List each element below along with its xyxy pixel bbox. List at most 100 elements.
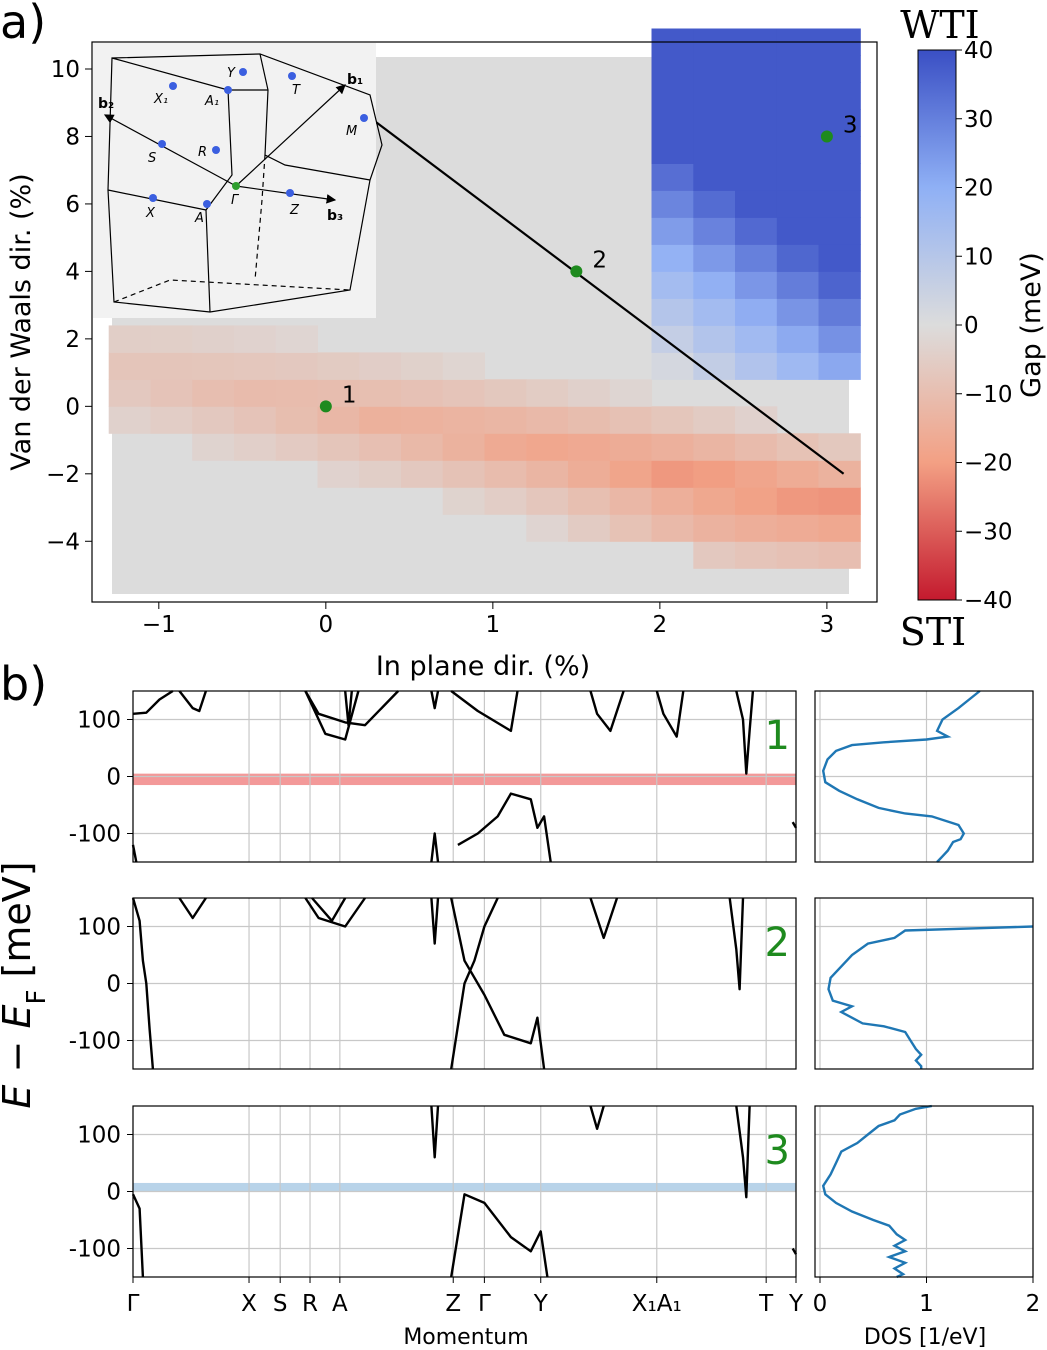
heatmap-cell	[651, 190, 694, 218]
heatmap-cell	[234, 433, 277, 461]
band-line	[735, 690, 755, 775]
heatmap-ytick-label: 2	[65, 327, 80, 353]
heatmap-xtick-label: 1	[486, 612, 501, 638]
bz-point-A1	[224, 86, 232, 94]
heatmap-cell	[651, 244, 694, 272]
dos-line	[827, 925, 1034, 1069]
heatmap-cell	[651, 163, 694, 191]
band-line	[450, 1193, 549, 1278]
heatmap-cell	[651, 433, 694, 461]
heatmap-cell	[359, 379, 402, 407]
heatmap-cell	[359, 460, 402, 488]
heatmap-cell	[317, 460, 360, 488]
heatmap-cell	[818, 190, 861, 218]
heatmap-cell	[818, 298, 861, 326]
heatmap-cell	[818, 433, 861, 461]
band-line	[450, 897, 499, 1070]
heatmap-cell	[234, 352, 277, 380]
heatmap-cell	[442, 406, 485, 434]
bz-label-X: X	[145, 206, 156, 221]
band-panel-number: 1	[765, 713, 790, 759]
band-panel-number: 3	[765, 1128, 790, 1174]
heatmap-cell	[275, 379, 318, 407]
band-line	[304, 690, 400, 727]
heatmap-cell	[359, 406, 402, 434]
bz-label-A: A	[194, 211, 204, 226]
heatmap-cell	[735, 217, 778, 245]
heatmap-cell	[192, 433, 235, 461]
band-line	[430, 897, 440, 945]
dos-xlabel: DOS [1/eV]	[864, 1325, 986, 1350]
heatmap-cell	[609, 406, 653, 434]
heatmap-cell	[108, 406, 151, 434]
heatmap-cell	[192, 325, 235, 353]
heatmap-cell	[234, 325, 277, 353]
colorbar-tick-label: 40	[964, 38, 993, 64]
heatmap-cell	[526, 514, 569, 542]
heatmap-cell	[735, 82, 778, 110]
heatmap-cell	[693, 406, 736, 434]
bz-vector-b2	[103, 114, 237, 187]
band-panel-1: 100 0 -100 1	[69, 689, 798, 863]
band-line	[430, 832, 440, 863]
heatmap-cell	[568, 514, 611, 542]
dos-panel-3: 0 1 2	[813, 1104, 1041, 1317]
band-ytick-label: 0	[106, 972, 121, 998]
colorbar-top-label: WTI	[900, 3, 979, 47]
heatmap-cell	[651, 514, 694, 542]
heatmap-cell	[192, 379, 235, 407]
heatmap-cell	[609, 487, 653, 515]
dos-panel-frame	[814, 897, 1034, 1070]
bz-label-Y: Y	[227, 66, 236, 81]
dos-xtick-label: 2	[1026, 1291, 1041, 1317]
heatmap-cell	[526, 460, 569, 488]
heatmap-cell	[818, 55, 861, 83]
heatmap-cell	[651, 298, 694, 326]
heatmap-cell	[150, 352, 193, 380]
heatmap-cell	[735, 271, 778, 299]
heatmap-cell	[651, 325, 694, 353]
heatmap-cell	[693, 55, 736, 83]
heatmap-cell	[609, 433, 653, 461]
heatmap-cell	[735, 460, 778, 488]
kpath-tick-label: T	[758, 1291, 774, 1317]
heatmap-cell	[776, 217, 820, 245]
bz-label-b2: b₂	[98, 96, 114, 112]
heatmap-point-label: 1	[342, 382, 357, 408]
heatmap-cell	[818, 271, 861, 299]
heatmap-cell	[818, 163, 861, 191]
heatmap-cell	[735, 352, 778, 380]
heatmap-cell	[693, 271, 736, 299]
bz-edge-3	[205, 89, 233, 313]
bz-label-T: T	[292, 83, 301, 98]
heatmap-cell	[776, 541, 820, 569]
heatmap-cell	[651, 217, 694, 245]
band-line	[450, 690, 519, 733]
bz-label-gamma: Γ	[231, 193, 240, 208]
band-ytick-label: -100	[69, 822, 121, 848]
colorbar-tick-label: 20	[964, 176, 993, 202]
heatmap-cell	[108, 352, 151, 380]
heatmap-cell	[776, 325, 820, 353]
bz-label-Z: Z	[289, 203, 300, 218]
heatmap-cell	[735, 109, 778, 137]
heatmap-cell	[776, 271, 820, 299]
bz-label-b1: b₁	[347, 72, 363, 88]
heatmap-cell	[651, 82, 694, 110]
kpath-tick-label: Y	[788, 1291, 804, 1317]
heatmap-cell	[651, 460, 694, 488]
bz-point-Y	[239, 68, 247, 76]
heatmap-ytick-label: 0	[65, 394, 80, 420]
heatmap-cell	[735, 136, 778, 164]
band-ytick-label: 100	[77, 915, 121, 941]
heatmap-xtick-label: 3	[820, 612, 835, 638]
heatmap-cell	[651, 136, 694, 164]
heatmap-cell	[568, 379, 611, 407]
bz-outline	[107, 53, 383, 313]
dos-panel-frame	[814, 1105, 1034, 1278]
heatmap-cell	[776, 136, 820, 164]
heatmap-point	[820, 130, 833, 143]
heatmap-cell	[818, 244, 861, 272]
strain-path-line	[358, 108, 845, 475]
